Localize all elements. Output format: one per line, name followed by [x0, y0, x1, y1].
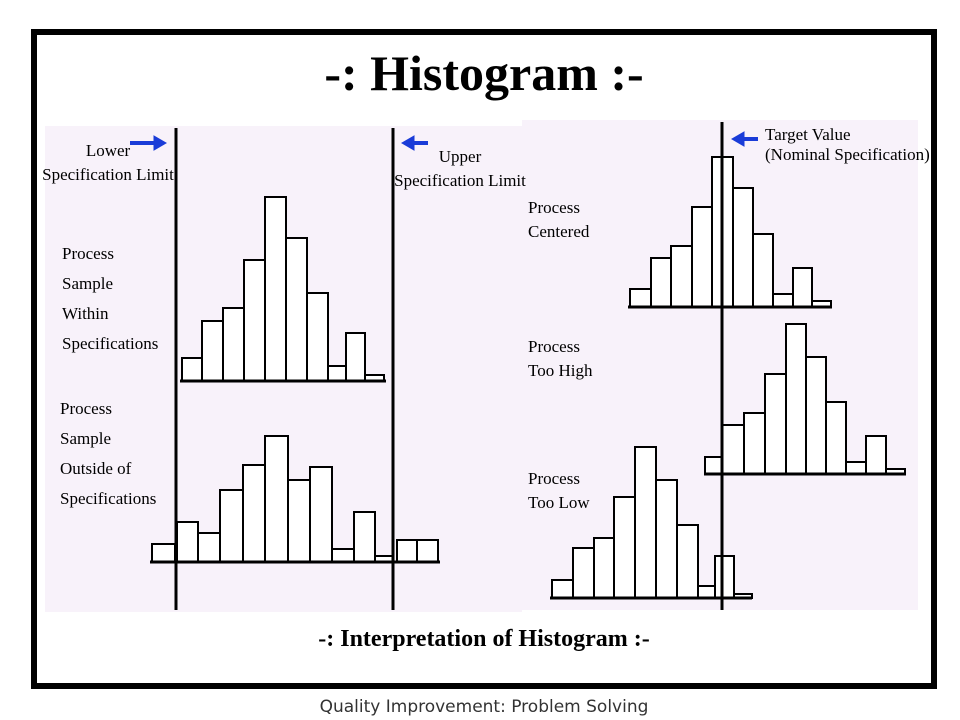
- histogram-bar: [306, 292, 329, 382]
- histogram-bar: [704, 456, 723, 475]
- histogram-bar: [345, 332, 366, 382]
- histogram-bar: [243, 259, 266, 382]
- histogram-bar: [264, 196, 287, 382]
- histogram-bar: [242, 464, 266, 563]
- histogram-bar: [181, 357, 203, 382]
- label: Process: [62, 244, 114, 263]
- histogram-bar: [396, 539, 418, 563]
- arrows: [130, 131, 758, 151]
- histogram-bar: [197, 532, 221, 563]
- label: Specification Limit: [42, 165, 174, 184]
- label: Process: [528, 198, 580, 217]
- histogram-bar: [309, 466, 333, 563]
- label: Process: [528, 337, 580, 356]
- labels: Lower Specification Limit Upper Specificati…: [42, 125, 930, 512]
- histogram-bar: [714, 555, 735, 599]
- histogram-bar: [752, 233, 774, 308]
- histogram-bar: [764, 373, 787, 475]
- histogram-bar: [551, 579, 574, 599]
- label: Centered: [528, 222, 590, 241]
- label: Target Value: [765, 125, 851, 144]
- histogram-bar: [327, 365, 347, 382]
- histogram-bar: [655, 479, 678, 599]
- label: Within: [62, 304, 109, 323]
- histogram-bar: [353, 511, 376, 563]
- histogram-bar: [825, 401, 847, 475]
- caption: -: Interpretation of Histogram :-: [318, 626, 649, 652]
- histogram-bar: [264, 435, 289, 563]
- histogram-bar: [593, 537, 615, 599]
- histogram-bar: [732, 187, 754, 308]
- histogram-bar: [416, 539, 439, 563]
- histogram-bar: [287, 479, 311, 563]
- label: Too Low: [528, 493, 590, 512]
- label: Upper: [439, 147, 482, 166]
- histogram-bar: [691, 206, 713, 308]
- histogram-bar: [785, 323, 807, 475]
- label: Sample: [60, 429, 111, 448]
- histogram-bar: [721, 424, 745, 475]
- histogram-bar: [697, 585, 716, 599]
- label: Specifications: [60, 489, 156, 508]
- label: Lower: [86, 141, 131, 160]
- arrow-head: [153, 135, 167, 151]
- label: Process: [60, 399, 112, 418]
- histogram-bar: [151, 543, 176, 563]
- histogram-bar: [629, 288, 652, 308]
- title: -: Histogram :-: [324, 45, 643, 101]
- label: Sample: [62, 274, 113, 293]
- label: Too High: [528, 361, 593, 380]
- histogram-bar: [865, 435, 887, 475]
- histogram-bar: [743, 412, 766, 475]
- histogram-bar: [219, 489, 244, 563]
- arrow-head: [731, 131, 745, 147]
- histogram-bar: [176, 521, 199, 563]
- histogram-bar: [222, 307, 245, 382]
- footer: Quality Improvement: Problem Solving: [320, 697, 649, 717]
- histogram-bar: [676, 524, 699, 599]
- histogram-bar: [613, 496, 636, 599]
- histogram-bar: [670, 245, 693, 308]
- histogram-bar: [285, 237, 308, 382]
- histogram-bar: [650, 257, 672, 308]
- label: (Nominal Specification): [765, 145, 930, 164]
- histogram-bar: [805, 356, 827, 475]
- label: Specification Limit: [394, 171, 526, 190]
- histogram-bar: [792, 267, 813, 308]
- histogram-bar: [772, 293, 794, 308]
- histogram-bar: [201, 320, 224, 382]
- histogram-bar: [572, 547, 595, 599]
- histogram-bar: [845, 461, 867, 475]
- histogram-bar: [634, 446, 657, 599]
- arrow-head: [401, 135, 415, 151]
- histogram-bar: [331, 548, 355, 563]
- label: Outside of: [60, 459, 132, 478]
- label: Process: [528, 469, 580, 488]
- histograms: [150, 156, 906, 600]
- label: Specifications: [62, 334, 158, 353]
